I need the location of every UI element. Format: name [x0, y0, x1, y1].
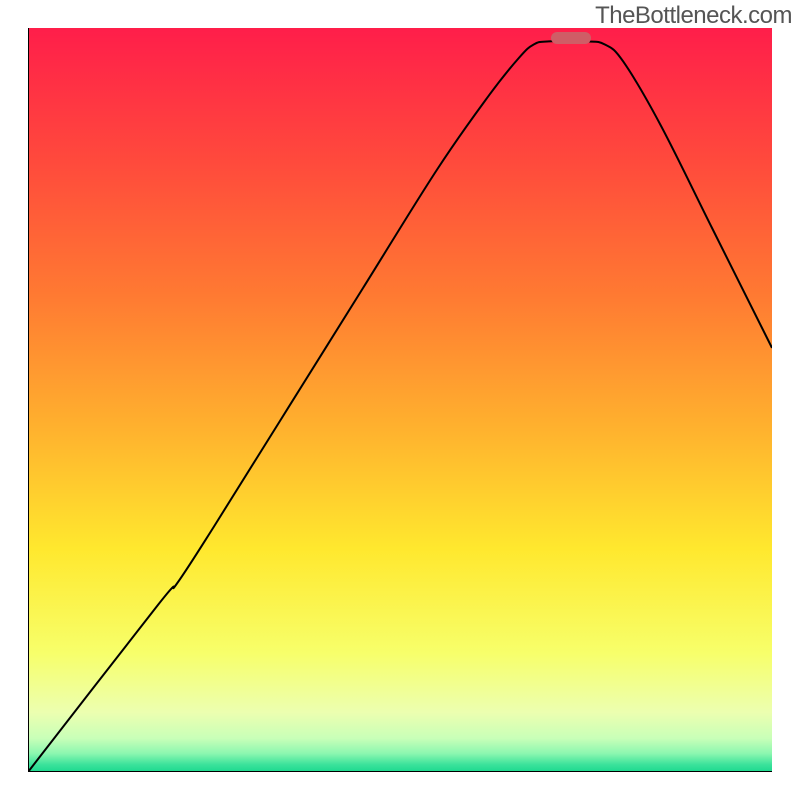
chart-frame [26, 26, 774, 774]
chart-plot-area [28, 28, 772, 772]
axis-lines [28, 28, 772, 772]
watermark-text: TheBottleneck.com [595, 2, 792, 30]
